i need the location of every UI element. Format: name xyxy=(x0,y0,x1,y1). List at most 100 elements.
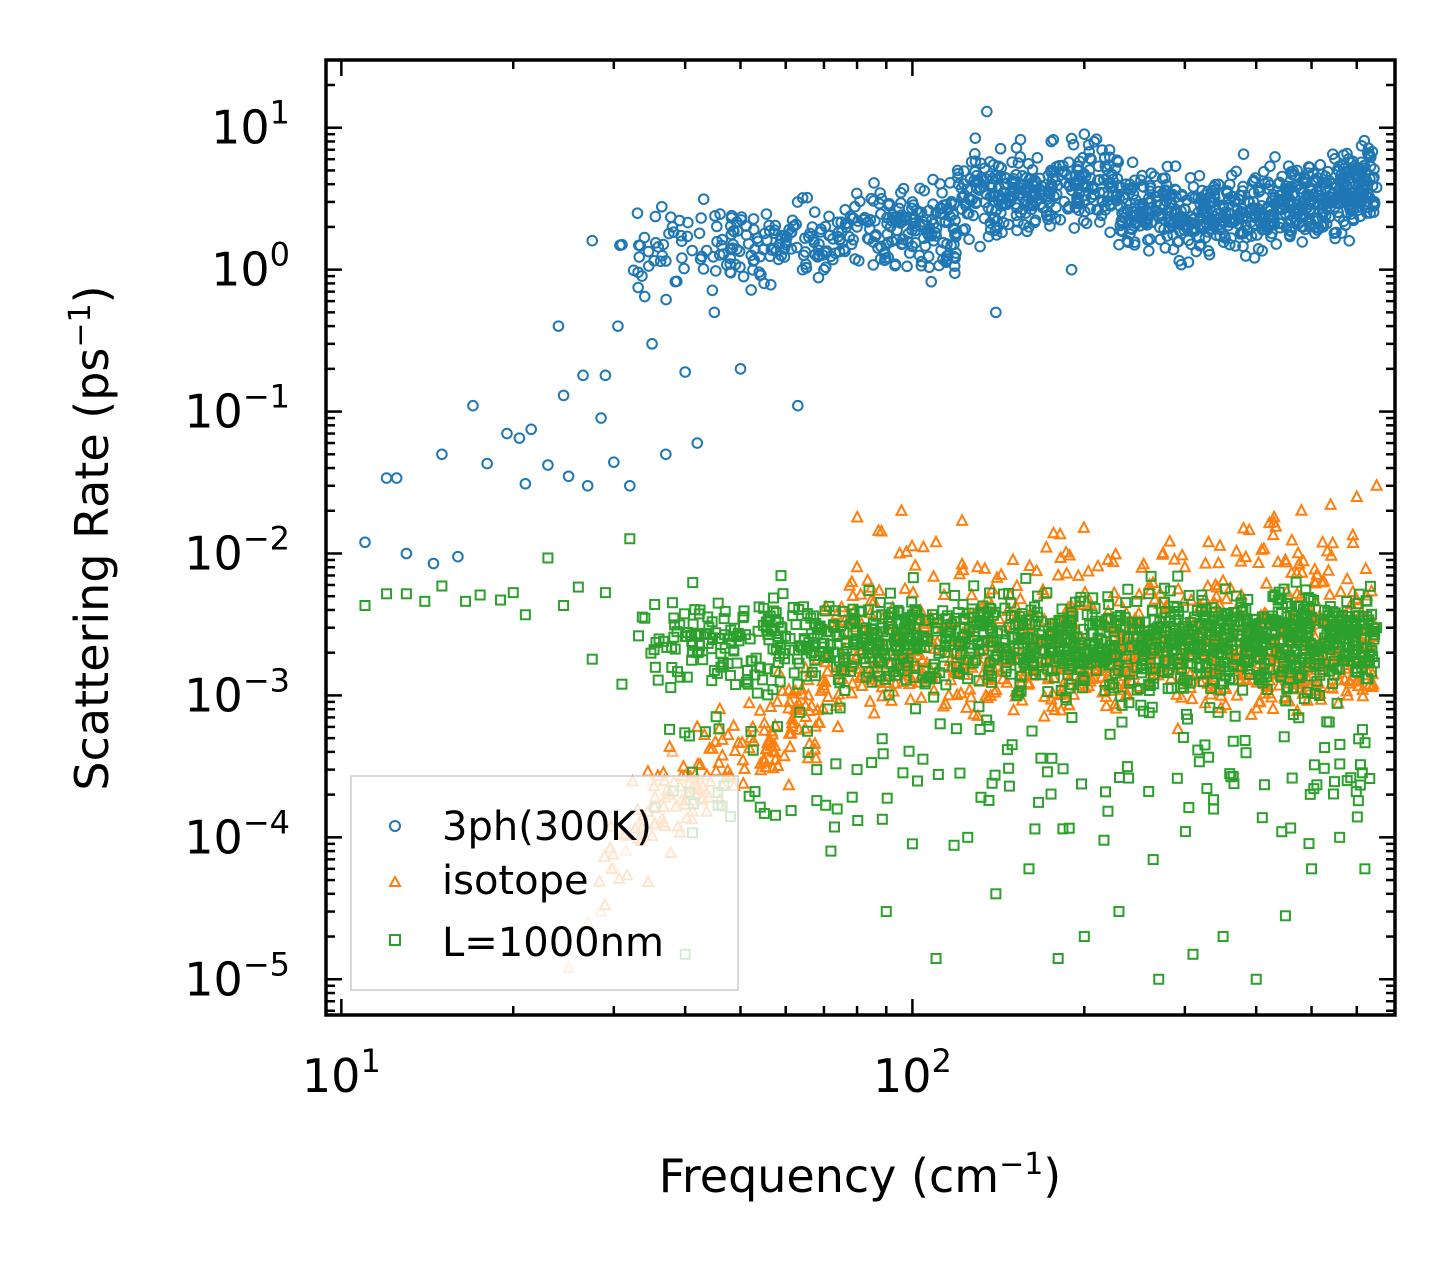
l-1000nm-point xyxy=(1104,728,1116,740)
l-1000nm-point xyxy=(1256,611,1268,623)
l-1000nm-point xyxy=(950,723,962,735)
3ph-300k--point xyxy=(832,230,844,243)
3ph-300k--point xyxy=(1273,177,1285,190)
isotope-point xyxy=(754,762,768,776)
l-1000nm-point xyxy=(879,649,891,661)
3ph-300k--point xyxy=(727,238,739,251)
isotope-point xyxy=(1346,584,1360,597)
3ph-300k--point xyxy=(675,229,687,242)
isotope-point xyxy=(908,557,922,571)
isotope-point xyxy=(782,777,796,791)
l-1000nm-point xyxy=(1062,644,1074,656)
l-1000nm-point xyxy=(1332,611,1344,623)
isotope-point xyxy=(970,559,985,573)
3ph-300k--point xyxy=(1111,154,1123,166)
l-1000nm-point xyxy=(1352,795,1364,807)
l-1000nm-point xyxy=(891,631,903,643)
isotope-point xyxy=(894,503,909,516)
l-1000nm-point xyxy=(1364,580,1376,592)
l-1000nm-point xyxy=(975,607,987,619)
l-1000nm-point xyxy=(838,626,850,638)
3ph-300k--point xyxy=(725,209,738,222)
isotope-point xyxy=(1365,679,1380,692)
isotope-point xyxy=(1039,539,1054,553)
3ph-300k--point xyxy=(1065,263,1078,276)
l-1000nm-point xyxy=(1281,611,1293,623)
l-1000nm-point xyxy=(1183,589,1195,601)
3ph-300k--point xyxy=(1063,201,1075,213)
l-1000nm-point xyxy=(1215,684,1227,696)
l-1000nm-point xyxy=(649,661,661,673)
l-1000nm-point xyxy=(1045,788,1057,800)
isotope-point xyxy=(979,688,993,701)
3ph-300k--point xyxy=(636,270,648,282)
l-1000nm-point xyxy=(866,757,878,769)
l-1000nm-point xyxy=(747,744,759,756)
3ph-300k--point xyxy=(1077,151,1089,164)
l-1000nm-point xyxy=(1256,812,1268,824)
l-1000nm-point xyxy=(1062,669,1074,681)
l-1000nm-point xyxy=(599,587,611,599)
isotope-point xyxy=(1229,543,1244,557)
3ph-300k--point xyxy=(906,240,919,253)
l-1000nm-point xyxy=(712,597,724,609)
3ph-300k--point xyxy=(1257,166,1270,178)
l-1000nm-point xyxy=(1078,675,1090,687)
3ph-300k--point xyxy=(889,258,902,271)
isotope-point xyxy=(906,584,920,598)
l-1000nm-point xyxy=(800,670,812,682)
isotope-point xyxy=(1099,698,1113,712)
l-1000nm-point xyxy=(1279,617,1291,629)
isotope-point xyxy=(1359,561,1373,574)
isotope-point xyxy=(1054,702,1068,716)
l-1000nm-point xyxy=(751,687,763,699)
3ph-300k--point xyxy=(880,238,893,251)
isotope-point xyxy=(1108,546,1123,560)
3ph-300k--point xyxy=(914,182,926,195)
3ph-300k--point xyxy=(940,254,952,267)
l-1000nm-point xyxy=(731,657,743,669)
3ph-300k--point xyxy=(1113,238,1125,251)
3ph-300k--point xyxy=(1229,215,1241,228)
3ph-300k--point xyxy=(1090,133,1103,145)
l-1000nm-point xyxy=(977,600,989,612)
l-1000nm-point xyxy=(668,612,680,624)
l-1000nm-point xyxy=(819,605,831,617)
l-1000nm-point xyxy=(1318,762,1330,774)
l-1000nm-point xyxy=(1204,702,1216,714)
l-1000nm-point xyxy=(400,588,412,600)
isotope-point xyxy=(1334,584,1348,598)
3ph-300k--point xyxy=(1343,234,1356,247)
isotope-point xyxy=(792,722,806,735)
3ph-300k--point xyxy=(1048,165,1060,177)
l-1000nm-point xyxy=(691,647,703,659)
3ph-300k--point xyxy=(612,320,624,332)
3ph-300k--point xyxy=(952,178,965,191)
l-1000nm-point xyxy=(969,654,981,666)
isotope-point xyxy=(757,751,771,765)
isotope-point xyxy=(1059,544,1073,558)
l-1000nm-point xyxy=(1334,614,1346,626)
isotope-point xyxy=(1045,699,1060,712)
3ph-300k--point xyxy=(745,284,757,296)
l-1000nm-point xyxy=(652,674,664,686)
l-1000nm-point xyxy=(758,807,770,819)
3ph-300k--point xyxy=(1237,240,1249,253)
3ph-300k--point xyxy=(1303,213,1315,225)
3ph-300k--point xyxy=(646,338,658,350)
l-1000nm-point xyxy=(1132,643,1144,655)
3ph-300k--point xyxy=(875,208,887,220)
3ph-300k--point xyxy=(1103,151,1116,164)
l-1000nm-point xyxy=(942,627,954,639)
l-1000nm-point xyxy=(1041,766,1053,778)
l-1000nm-point xyxy=(1041,587,1053,599)
isotope-point xyxy=(1006,702,1021,716)
isotope-point xyxy=(978,561,992,574)
3ph-300k--point xyxy=(642,245,655,258)
3ph-300k--point xyxy=(1067,138,1080,151)
3ph-300k--point xyxy=(831,216,844,229)
l-1000nm-point xyxy=(1356,767,1368,779)
3ph-300k--point xyxy=(917,216,930,228)
isotope-point xyxy=(1257,541,1271,554)
isotope-point xyxy=(1356,688,1370,702)
